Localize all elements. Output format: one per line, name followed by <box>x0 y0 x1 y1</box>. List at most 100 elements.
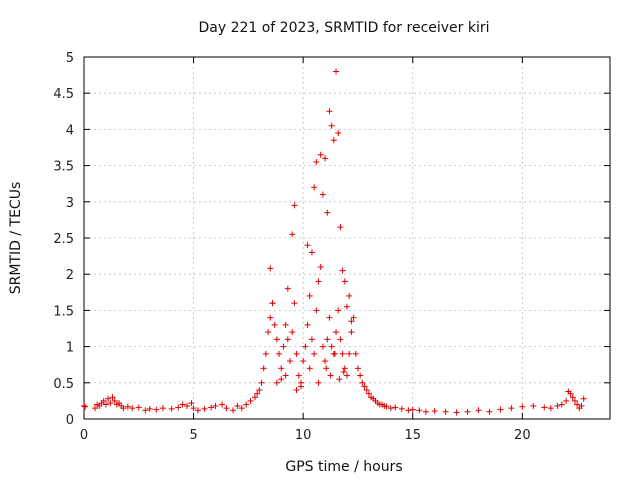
y-tick-label: 0 <box>66 413 74 428</box>
y-tick-label: 1 <box>66 341 74 356</box>
data-point <box>541 404 548 411</box>
data-point <box>212 402 219 409</box>
data-point <box>254 390 261 397</box>
data-point <box>519 403 526 410</box>
data-point <box>100 397 107 404</box>
data-point <box>569 394 576 401</box>
data-point <box>319 343 326 350</box>
data-point <box>284 336 291 343</box>
data-point <box>291 202 298 209</box>
data-point <box>327 372 334 379</box>
y-tick-label: 5 <box>66 51 74 66</box>
data-point <box>339 267 346 274</box>
data-point <box>284 285 291 292</box>
data-point <box>247 397 254 404</box>
y-tick-label: 3.5 <box>53 160 74 175</box>
data-point <box>326 108 333 115</box>
data-point <box>326 314 333 321</box>
data-point <box>304 242 311 249</box>
data-point <box>311 184 318 191</box>
data-point <box>328 122 335 129</box>
data-point <box>300 358 307 365</box>
data-point <box>339 350 346 357</box>
data-point <box>271 321 278 328</box>
y-tick-label: 1.5 <box>53 304 74 319</box>
data-point <box>398 405 405 412</box>
data-point <box>289 329 296 336</box>
data-point <box>348 318 355 325</box>
data-point <box>238 405 245 412</box>
data-point <box>341 278 348 285</box>
data-point <box>280 343 287 350</box>
data-point <box>91 405 98 412</box>
x-tick-label: 5 <box>189 428 197 443</box>
data-point <box>567 390 574 397</box>
axis-ticks: 0 5 10 15 20 0 0.5 1 1.5 2 2.5 3 3.5 4 4.5 5 <box>53 51 610 443</box>
data-point <box>234 402 241 409</box>
data-point <box>333 68 340 75</box>
data-point <box>120 405 127 412</box>
data-point <box>188 400 195 407</box>
data-point <box>175 404 182 411</box>
x-tick-label: 10 <box>295 428 312 443</box>
data-point <box>341 365 348 372</box>
data-point <box>350 314 357 321</box>
data-point <box>508 405 515 412</box>
data-point <box>571 397 578 404</box>
data-point <box>273 379 280 386</box>
data-point <box>337 224 344 231</box>
data-point <box>184 402 191 409</box>
data-point <box>346 292 353 299</box>
data-point <box>331 350 338 357</box>
data-point <box>337 336 344 343</box>
data-point <box>168 405 175 412</box>
data-point <box>230 407 237 414</box>
data-point <box>336 376 343 383</box>
data-point <box>262 350 269 357</box>
data-point <box>302 343 309 350</box>
data-point <box>311 350 318 357</box>
data-point <box>359 379 366 386</box>
data-point <box>422 408 429 415</box>
data-point <box>179 401 186 408</box>
data-point <box>124 403 131 410</box>
y-axis-title: SRMTID / TECUs <box>8 182 24 295</box>
data-point <box>486 408 493 415</box>
data-point <box>365 390 372 397</box>
data-point <box>282 321 289 328</box>
data-point <box>346 350 353 357</box>
data-point <box>558 401 565 408</box>
data-point <box>354 365 361 372</box>
data-point <box>330 137 337 144</box>
data-point <box>251 394 258 401</box>
data-point <box>82 403 89 410</box>
data-point <box>387 405 394 412</box>
data-point <box>295 372 302 379</box>
data-point <box>361 383 368 390</box>
plot-frame <box>83 56 611 420</box>
data-point <box>475 407 482 414</box>
data-point <box>333 329 340 336</box>
data-point <box>306 292 313 299</box>
data-point <box>317 151 324 158</box>
data-point <box>81 402 87 409</box>
data-point <box>392 404 399 411</box>
data-point <box>416 407 423 414</box>
data-point <box>293 350 300 357</box>
data-point <box>315 379 322 386</box>
data-point <box>102 401 109 408</box>
data-point <box>574 401 581 408</box>
data-point <box>282 372 289 379</box>
data-point <box>269 300 276 307</box>
data-point <box>129 405 136 412</box>
data-point <box>313 158 320 165</box>
data-point <box>340 368 347 375</box>
data-point <box>317 263 324 270</box>
x-tick-label: 20 <box>514 428 531 443</box>
data-point <box>324 336 331 343</box>
data-point <box>201 405 208 412</box>
data-point <box>304 321 311 328</box>
data-point <box>547 405 554 412</box>
data-point <box>357 372 364 379</box>
data-point <box>243 401 250 408</box>
